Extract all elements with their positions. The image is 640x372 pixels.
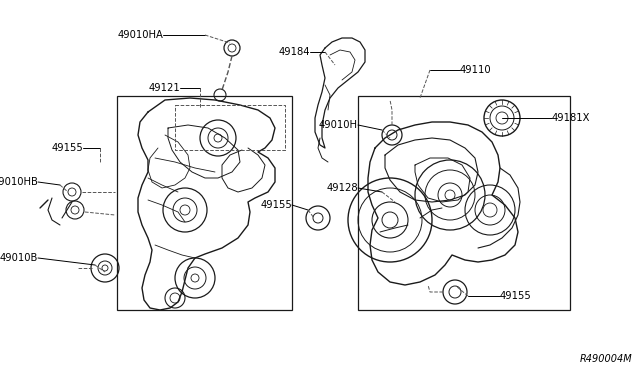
- Text: 49110: 49110: [460, 65, 492, 75]
- Text: 49010HB: 49010HB: [0, 177, 38, 187]
- Text: R490004M: R490004M: [579, 354, 632, 364]
- Text: 49010H: 49010H: [319, 120, 358, 130]
- Text: 49155: 49155: [260, 200, 292, 210]
- Text: 49128: 49128: [326, 183, 358, 193]
- Text: 49155: 49155: [51, 143, 83, 153]
- Bar: [117, 96, 292, 310]
- Text: 49184: 49184: [278, 47, 310, 57]
- Bar: [358, 96, 570, 310]
- Text: 49121: 49121: [148, 83, 180, 93]
- Text: 49181X: 49181X: [552, 113, 591, 123]
- Text: 49010HA: 49010HA: [117, 30, 163, 40]
- Text: 49010B: 49010B: [0, 253, 38, 263]
- Text: 49155: 49155: [500, 291, 532, 301]
